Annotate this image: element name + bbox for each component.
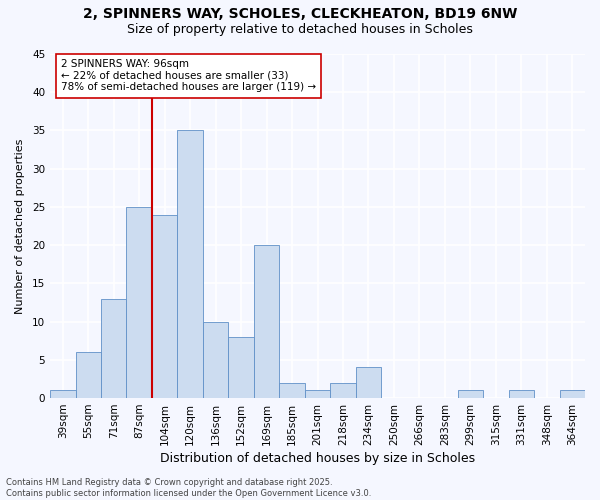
Bar bbox=[152, 214, 178, 398]
Text: 2 SPINNERS WAY: 96sqm
← 22% of detached houses are smaller (33)
78% of semi-deta: 2 SPINNERS WAY: 96sqm ← 22% of detached … bbox=[61, 59, 316, 92]
X-axis label: Distribution of detached houses by size in Scholes: Distribution of detached houses by size … bbox=[160, 452, 475, 465]
Bar bbox=[280, 383, 305, 398]
Bar bbox=[356, 368, 381, 398]
Bar bbox=[560, 390, 585, 398]
Bar bbox=[127, 207, 152, 398]
Bar bbox=[254, 245, 280, 398]
Bar bbox=[76, 352, 101, 398]
Bar bbox=[101, 298, 127, 398]
Bar bbox=[229, 337, 254, 398]
Bar bbox=[458, 390, 483, 398]
Bar bbox=[509, 390, 534, 398]
Bar bbox=[305, 390, 330, 398]
Bar bbox=[178, 130, 203, 398]
Bar bbox=[330, 383, 356, 398]
Text: 2, SPINNERS WAY, SCHOLES, CLECKHEATON, BD19 6NW: 2, SPINNERS WAY, SCHOLES, CLECKHEATON, B… bbox=[83, 8, 517, 22]
Text: Size of property relative to detached houses in Scholes: Size of property relative to detached ho… bbox=[127, 22, 473, 36]
Bar bbox=[50, 390, 76, 398]
Y-axis label: Number of detached properties: Number of detached properties bbox=[15, 138, 25, 314]
Bar bbox=[203, 322, 229, 398]
Text: Contains HM Land Registry data © Crown copyright and database right 2025.
Contai: Contains HM Land Registry data © Crown c… bbox=[6, 478, 371, 498]
